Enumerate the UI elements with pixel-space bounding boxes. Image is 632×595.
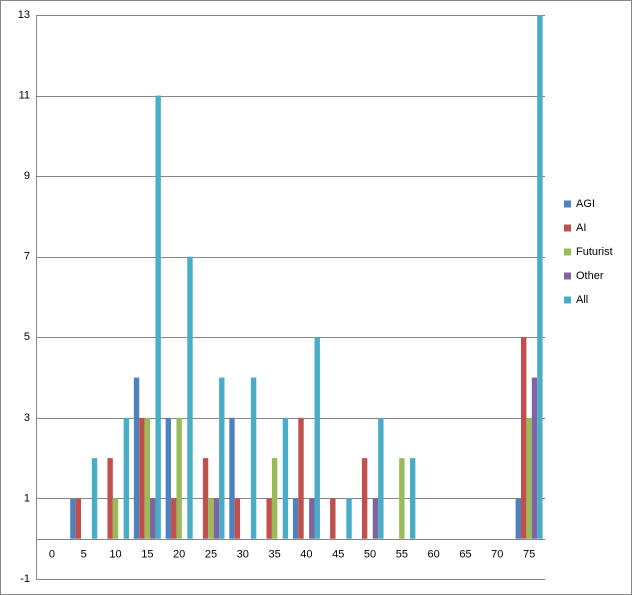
x-tick-label: 20: [173, 549, 185, 561]
bar: [309, 498, 315, 539]
bar: [107, 458, 113, 539]
bar: [112, 498, 119, 539]
x-tick-label: 5: [81, 549, 87, 561]
bar: [298, 417, 304, 539]
x-tick-label: 75: [523, 549, 535, 561]
x-tick-label: 60: [428, 549, 440, 561]
bar: [219, 377, 225, 539]
legend-marker: [564, 296, 571, 304]
x-tick-label: 65: [459, 549, 471, 561]
bar: [292, 498, 299, 539]
bar: [75, 498, 82, 539]
y-tick-label: 11: [19, 89, 30, 101]
bar: [202, 458, 209, 539]
x-tick-label: 35: [268, 549, 280, 561]
bar: [330, 498, 336, 539]
bar: [165, 417, 172, 539]
x-tick-label: 15: [141, 549, 153, 561]
bar: [171, 498, 177, 539]
y-tick-label: 13: [18, 9, 30, 21]
bar: [250, 377, 257, 539]
y-tick-label: 1: [24, 492, 30, 504]
bar: [282, 417, 289, 539]
legend-label: Other: [576, 270, 604, 282]
x-tick-label: 50: [364, 549, 376, 561]
legend-label: AGI: [576, 198, 595, 210]
bar: [155, 95, 161, 539]
bar: [144, 417, 151, 539]
x-tick-label: 70: [491, 549, 503, 561]
bar: [266, 498, 272, 539]
x-tick-label: 45: [332, 549, 344, 561]
bar: [361, 458, 368, 539]
bar: [139, 417, 145, 539]
bar: [526, 417, 532, 539]
legend-marker: [564, 248, 571, 256]
y-tick-label: 9: [24, 170, 30, 182]
y-tick-label: -1: [20, 573, 30, 585]
bar: [133, 377, 140, 539]
bar: [378, 417, 384, 539]
x-tick-label: 0: [49, 549, 55, 561]
bar: [208, 498, 214, 539]
bar: [176, 417, 182, 539]
bar: [91, 458, 98, 539]
legend-marker: [564, 224, 571, 232]
bar: [70, 498, 76, 539]
bar: [346, 498, 352, 539]
legend-label: All: [576, 294, 588, 306]
bar: [123, 417, 130, 539]
x-tick-label: 25: [205, 549, 217, 561]
bar: [229, 417, 235, 539]
bar: [150, 498, 156, 539]
legend-label: AI: [576, 222, 586, 234]
bar: [399, 458, 405, 539]
bar: [187, 256, 193, 539]
legend-marker: [564, 200, 571, 208]
x-tick-label: 10: [109, 549, 121, 561]
bar: [314, 337, 320, 539]
bar: [372, 498, 379, 539]
legend-marker: [564, 272, 571, 280]
legend-label: Futurist: [576, 246, 613, 258]
bar: [531, 377, 538, 539]
bar: [213, 498, 220, 539]
x-tick-label: 30: [237, 549, 249, 561]
bar: [537, 15, 543, 539]
bar: [515, 498, 521, 539]
y-tick-label: 3: [24, 412, 30, 424]
bar: [409, 458, 416, 539]
bar: [520, 337, 527, 539]
bar: [271, 458, 278, 539]
y-tick-label: 5: [24, 331, 30, 343]
y-tick-label: 7: [24, 251, 30, 263]
bar: [234, 498, 241, 539]
x-tick-label: 40: [300, 549, 312, 561]
x-tick-label: 55: [396, 549, 408, 561]
